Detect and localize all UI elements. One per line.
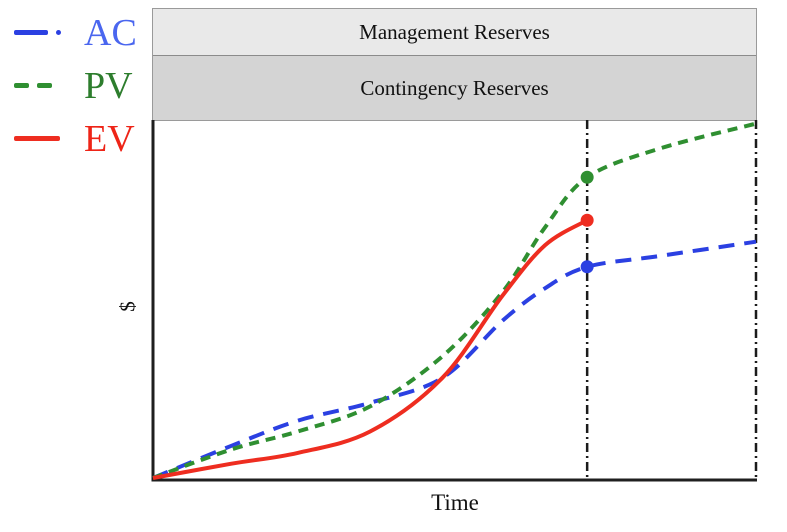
pv-dash-icon bbox=[14, 83, 29, 88]
contingency-reserves-band: Contingency Reserves bbox=[153, 56, 756, 120]
y-axis-label: $ bbox=[115, 301, 140, 312]
x-axis-label: Time bbox=[431, 490, 479, 515]
ac-endpoint-dot bbox=[580, 260, 594, 274]
legend-item-pv: PV bbox=[14, 59, 137, 112]
legend-label-ev: EV bbox=[84, 117, 135, 160]
ac-dash-icon bbox=[14, 30, 48, 35]
ev-solid-line-icon bbox=[14, 136, 60, 141]
series-pv-line bbox=[152, 121, 757, 480]
ev-endpoint-dot bbox=[580, 213, 594, 227]
legend-label-pv: PV bbox=[84, 64, 133, 107]
contingency-reserves-label: Contingency Reserves bbox=[360, 75, 549, 100]
pv-dash-icon bbox=[37, 83, 52, 88]
legend-item-ev: EV bbox=[14, 112, 137, 165]
legend-item-ac: AC bbox=[14, 6, 137, 59]
pv-endpoint-dot bbox=[580, 170, 594, 184]
management-reserves-label: Management Reserves bbox=[359, 19, 550, 44]
reserves-bands: Management Reserves Contingency Reserves bbox=[152, 8, 757, 121]
ac-dot-icon bbox=[56, 30, 61, 35]
chart-legend: AC PV EV bbox=[14, 6, 137, 165]
series-ac-line bbox=[152, 239, 757, 480]
series-ev-line bbox=[152, 218, 589, 480]
management-reserves-band: Management Reserves bbox=[153, 9, 756, 56]
ev-line-sample-icon bbox=[14, 136, 78, 141]
pv-line-sample-icon bbox=[14, 83, 78, 88]
legend-label-ac: AC bbox=[84, 11, 137, 54]
ac-line-sample-icon bbox=[14, 30, 78, 35]
